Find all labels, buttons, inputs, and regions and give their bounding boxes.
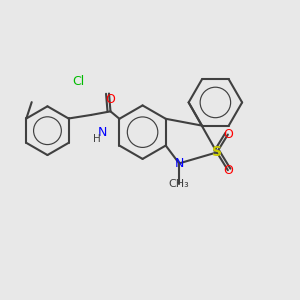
- Text: CH₃: CH₃: [169, 179, 190, 189]
- Text: O: O: [223, 164, 233, 177]
- Text: O: O: [105, 93, 115, 106]
- Text: Cl: Cl: [72, 75, 84, 88]
- Text: O: O: [223, 128, 233, 141]
- Text: N: N: [98, 126, 107, 139]
- Text: H: H: [93, 134, 101, 144]
- Text: N: N: [174, 157, 184, 170]
- Text: S: S: [212, 146, 222, 159]
